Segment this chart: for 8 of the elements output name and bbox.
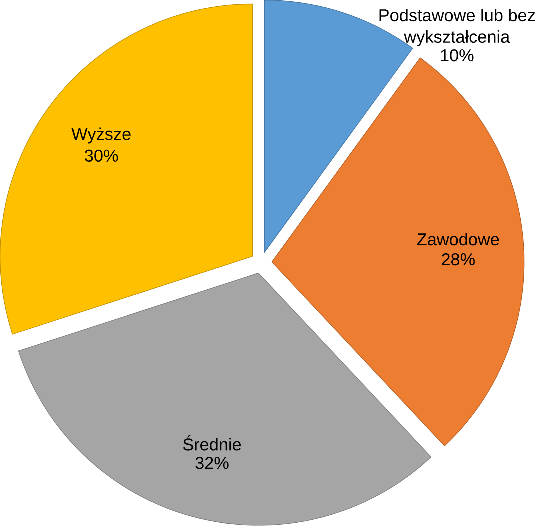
- data-label: 32%: [196, 457, 229, 470]
- data-label: 30%: [85, 150, 118, 162]
- slice-label: Zawodowe: [417, 233, 500, 246]
- data-label: 28%: [442, 254, 475, 266]
- slice-label: Średnie: [183, 435, 242, 451]
- slice-label: Podstawowe lub bez wykształcenia: [380, 9, 536, 47]
- data-label: 10%: [441, 50, 474, 62]
- slice-label: Wyższe: [72, 128, 131, 144]
